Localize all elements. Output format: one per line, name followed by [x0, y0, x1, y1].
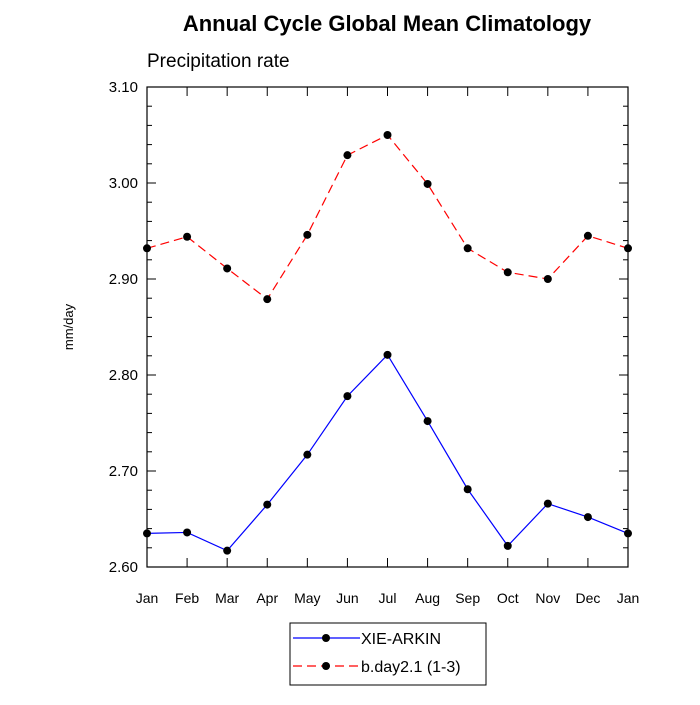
data-point [543, 499, 552, 508]
data-point [343, 151, 352, 160]
legend-marker [322, 634, 330, 642]
data-point [383, 350, 392, 359]
data-point [223, 546, 232, 555]
data-point [343, 392, 352, 401]
series-1 [143, 350, 632, 555]
x-tick-label: Mar [215, 590, 239, 606]
series-line [146, 353, 629, 552]
x-tick-label: Jan [136, 590, 159, 606]
x-tick-label: Apr [256, 590, 278, 606]
data-point [303, 450, 312, 459]
x-tick-label: Dec [575, 590, 600, 606]
y-tick-label: 2.70 [109, 463, 138, 480]
data-point [583, 231, 592, 240]
data-point [143, 244, 151, 253]
data-point [263, 295, 272, 304]
plot-axes: 2.60 2.70 2.80 2.90 3.00 3.10 Jan Feb Mar Apr May J… [109, 79, 639, 606]
legend-label: XIE-ARKIN [361, 631, 441, 648]
y-tick-label: 2.80 [109, 367, 138, 384]
data-point [503, 541, 512, 550]
legend: XIE-ARKIN b.day2.1 (1-3) [289, 622, 487, 686]
x-tick-label: Nov [535, 590, 560, 606]
chart-title: Annual Cycle Global Mean Climatology [183, 11, 592, 36]
x-tick-label: May [294, 590, 320, 606]
x-tick-label: Jun [336, 590, 359, 606]
plot-frame [146, 86, 629, 568]
data-point [183, 232, 192, 241]
data-point [183, 528, 192, 537]
legend-box [289, 622, 487, 686]
data-point [423, 417, 432, 426]
x-tick-label: Jul [379, 590, 397, 606]
y-tick-label: 3.00 [109, 175, 138, 192]
data-point [143, 529, 151, 538]
x-tick-label: Feb [175, 590, 199, 606]
legend-marker [322, 662, 330, 670]
series-2 [143, 131, 632, 304]
data-point [463, 244, 472, 253]
x-tick-label: Sep [455, 590, 480, 606]
y-tick-label: 2.90 [109, 271, 138, 288]
y-axis-label: mm/day [61, 303, 76, 350]
data-point [263, 500, 272, 509]
data-point [303, 230, 312, 239]
series-line [146, 134, 629, 301]
series-layer [143, 131, 632, 555]
legend-label: b.day2.1 (1-3) [361, 659, 461, 676]
x-tick-label: Oct [497, 590, 519, 606]
data-point [423, 179, 432, 188]
data-point [503, 268, 512, 277]
y-tick-label: 3.10 [109, 79, 138, 96]
data-point [463, 485, 472, 494]
data-point [223, 264, 232, 273]
y-tick-label: 2.60 [109, 559, 138, 576]
data-point [583, 513, 592, 522]
data-point [543, 275, 552, 283]
data-point [624, 244, 632, 253]
data-point [383, 131, 392, 139]
x-tick-label: Aug [415, 590, 440, 606]
chart-subtitle: Precipitation rate [147, 51, 290, 72]
data-point [624, 529, 632, 538]
x-tick-label: Jan [617, 590, 640, 606]
